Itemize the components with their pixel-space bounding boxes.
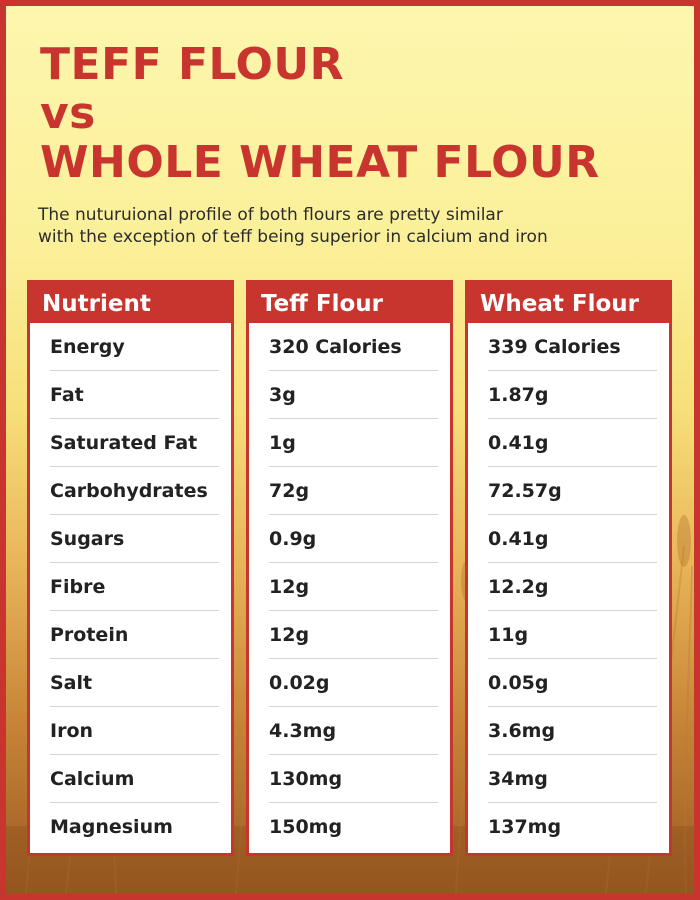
table-cell: 150mg bbox=[269, 816, 343, 838]
teff-column: Teff Flour 320 Calories 3g 1g 72g 0.9g 1… bbox=[246, 280, 453, 856]
wheat-column: Wheat Flour 339 Calories 1.87g 0.41g 72.… bbox=[465, 280, 672, 856]
table-cell: 320 Calories bbox=[269, 323, 438, 371]
table-cell: 0.41g bbox=[488, 419, 657, 467]
teff-rows: 320 Calories 3g 1g 72g 0.9g 12g 12g 0.02… bbox=[249, 323, 450, 850]
title-line-1: TEFF FLOUR bbox=[40, 39, 345, 90]
table-cell: 3g bbox=[269, 371, 438, 419]
table-cell: 12g bbox=[269, 611, 438, 659]
title-line-2: vs bbox=[40, 88, 96, 139]
table-cell: 11g bbox=[488, 611, 657, 659]
table-cell: 1.87g bbox=[488, 371, 657, 419]
table-cell: 12g bbox=[269, 563, 438, 611]
table-cell: 0.41g bbox=[488, 515, 657, 563]
subtitle-line-1: The nuturuional profile of both flours a… bbox=[38, 205, 503, 225]
table-cell: 1g bbox=[269, 419, 438, 467]
nutrient-rows: Energy Fat Saturated Fat Carbohydrates S… bbox=[30, 323, 231, 850]
table-cell: Protein bbox=[50, 611, 219, 659]
table-cell: 0.05g bbox=[488, 659, 657, 707]
subtitle-line-2: with the exception of teff being superio… bbox=[38, 227, 548, 247]
title-line-3: WHOLE WHEAT FLOUR bbox=[40, 137, 600, 188]
teff-column-header: Teff Flour bbox=[249, 283, 450, 323]
table-cell: Saturated Fat bbox=[50, 419, 219, 467]
table-cell: Fibre bbox=[50, 563, 219, 611]
wheat-rows: 339 Calories 1.87g 0.41g 72.57g 0.41g 12… bbox=[468, 323, 669, 850]
table-cell: 130mg bbox=[269, 755, 438, 803]
page-title: TEFF FLOUR vs WHOLE WHEAT FLOUR bbox=[40, 40, 600, 187]
table-cell: 34mg bbox=[488, 755, 657, 803]
table-cell: Magnesium bbox=[50, 816, 173, 838]
table-cell: Iron bbox=[50, 707, 219, 755]
table-cell: 4.3mg bbox=[269, 707, 438, 755]
nutrient-column-header: Nutrient bbox=[30, 283, 231, 323]
table-cell: 0.9g bbox=[269, 515, 438, 563]
table-cell: 0.02g bbox=[269, 659, 438, 707]
table-cell: Salt bbox=[50, 659, 219, 707]
table-cell: Energy bbox=[50, 323, 219, 371]
table-cell: 3.6mg bbox=[488, 707, 657, 755]
table-cell: Calcium bbox=[50, 755, 219, 803]
table-cell: Carbohydrates bbox=[50, 467, 219, 515]
nutrient-column: Nutrient Energy Fat Saturated Fat Carboh… bbox=[27, 280, 234, 856]
table-cell: Sugars bbox=[50, 515, 219, 563]
table-cell: Fat bbox=[50, 371, 219, 419]
subtitle: The nuturuional profile of both flours a… bbox=[38, 204, 678, 248]
table-cell: 339 Calories bbox=[488, 323, 657, 371]
wheat-column-header: Wheat Flour bbox=[468, 283, 669, 323]
table-cell: 12.2g bbox=[488, 563, 657, 611]
table-cell: 72.57g bbox=[488, 467, 657, 515]
table-cell: 72g bbox=[269, 467, 438, 515]
table-cell: 137mg bbox=[488, 816, 562, 838]
